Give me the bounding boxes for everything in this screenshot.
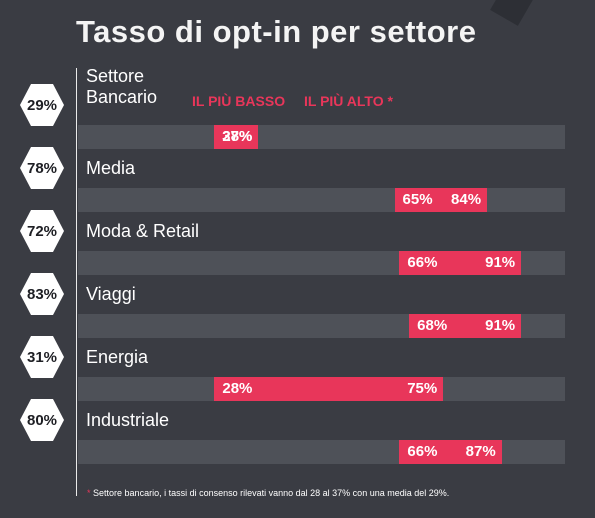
range-bar (409, 314, 522, 338)
low-value-label: 68% (417, 317, 448, 334)
legend-low-label: IL PIÙ BASSO (192, 93, 286, 109)
low-value-label: 65% (402, 191, 433, 208)
range-bar (394, 188, 488, 212)
category-label: Viaggi (86, 284, 136, 304)
range-track (78, 125, 565, 149)
low-value-label: 28% (222, 128, 253, 145)
high-value-label: 91% (485, 254, 516, 271)
range-track (78, 188, 565, 212)
high-value-label: 37% (222, 128, 253, 145)
category-label: Industriale (86, 410, 170, 430)
range-bar (214, 125, 259, 149)
footnote-text: Settore bancario, i tassi di consenso ri… (93, 488, 450, 498)
range-bar (399, 440, 502, 464)
low-value-label: 66% (407, 254, 438, 271)
footnote: * Settore bancario, i tassi di consenso … (87, 488, 449, 498)
average-badge: 78% (20, 147, 64, 189)
average-badge: 31% (20, 336, 64, 378)
vertical-axis-line (76, 68, 77, 496)
legend-high-label: IL PIÙ ALTO * (304, 93, 393, 109)
average-badge: 29% (20, 84, 64, 126)
category-label: Media (86, 158, 136, 178)
footnote-marker: * (87, 488, 91, 498)
average-badge: 72% (20, 210, 64, 252)
high-value-label: 84% (451, 191, 482, 208)
category-label: Energia (86, 347, 149, 367)
average-badge: 80% (20, 399, 64, 441)
range-bar (399, 251, 522, 275)
high-value-label: 91% (485, 317, 516, 334)
high-value-label: 87% (465, 443, 496, 460)
range-bar (214, 377, 444, 401)
category-label: Moda & Retail (86, 221, 200, 241)
high-value-label: 75% (407, 380, 438, 397)
low-value-label: 28% (222, 380, 253, 397)
chart-title: Tasso di opt-in per settore (76, 14, 477, 49)
low-value-label: 66% (407, 443, 438, 460)
category-label: Settore Bancario (86, 66, 158, 107)
decorative-hexagon (490, 0, 534, 26)
average-badge: 83% (20, 273, 64, 315)
